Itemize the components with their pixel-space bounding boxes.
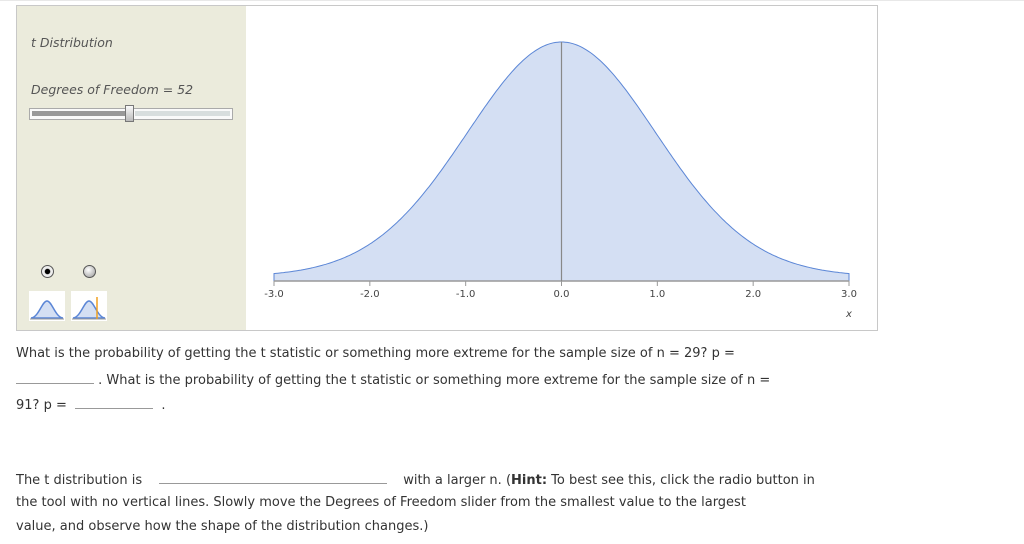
x-tick-label: -3.0 [264, 289, 284, 300]
slider-fill [32, 111, 127, 116]
q2-line3: value, and observe how the shape of the … [16, 519, 429, 534]
period: . [161, 398, 166, 413]
answer3-input[interactable] [158, 471, 387, 484]
q2-text: The t distribution is [16, 473, 143, 488]
t-distribution-plot: -3.0 -2.0 -1.0 0.0 1.0 2.0 3.0 x [264, 41, 857, 320]
answer1-input[interactable] [16, 371, 94, 384]
slider-track [135, 111, 230, 116]
q2-line2: the tool with no vertical lines. Slowly … [16, 495, 746, 510]
top-border [0, 0, 1024, 1]
df-slider[interactable] [29, 105, 233, 122]
x-tick-label: 2.0 [745, 289, 761, 300]
t-distribution-tool: t Distribution Degrees of Freedom = 52 -… [16, 5, 878, 331]
x-tick-label: 3.0 [841, 289, 857, 300]
answer2-input[interactable] [75, 396, 154, 409]
slider-thumb[interactable] [125, 105, 134, 122]
question1-line2: . What is the probability of getting the… [98, 373, 771, 388]
question1-line3: 91? p = [16, 398, 67, 413]
x-tick-label: 0.0 [554, 289, 570, 300]
radio-curve-with-line[interactable] [83, 265, 96, 278]
df-label: Degrees of Freedom = 52 [31, 82, 194, 97]
x-tick-label: -1.0 [456, 289, 476, 300]
curve-only-icon [29, 291, 65, 321]
control-panel: t Distribution Degrees of Freedom = 52 [17, 6, 246, 330]
question1-line1: What is the probability of getting the t… [16, 346, 735, 361]
x-tick-label: 1.0 [649, 289, 665, 300]
q2-text-c: To best see this, click the radio button… [547, 473, 815, 488]
q2-text-b: with a larger n. ( [403, 473, 512, 488]
curve-with-line-icon [71, 291, 107, 321]
x-axis-label: x [845, 309, 852, 320]
hint-label: Hint: [511, 473, 548, 488]
x-tick-label: -2.0 [360, 289, 380, 300]
tool-title: t Distribution [31, 35, 113, 50]
radio-curve-only[interactable] [41, 265, 54, 278]
